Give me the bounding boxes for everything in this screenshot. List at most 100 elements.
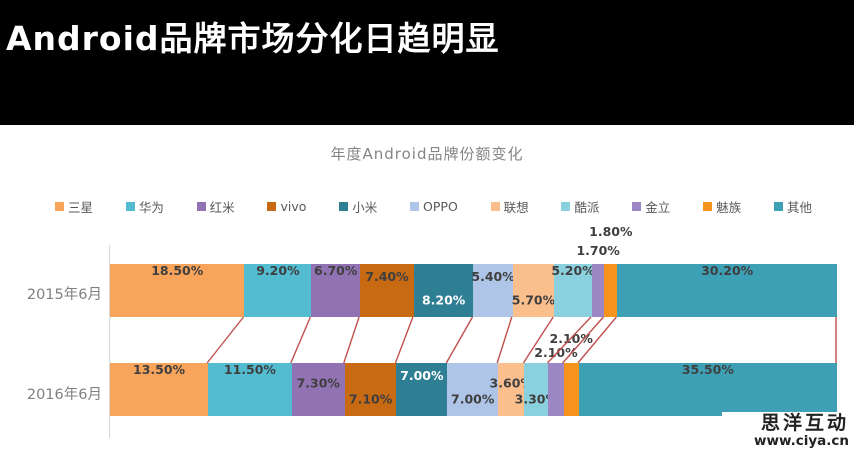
connector-line-联想 xyxy=(522,316,554,364)
legend-swatch xyxy=(267,201,277,211)
bar-segment-魅族-2015年6月: 1.80% xyxy=(589,225,633,317)
segment-value-label: 1.80% xyxy=(589,224,633,239)
legend-label: 其他 xyxy=(786,199,812,215)
legend-label: OPPO xyxy=(423,198,458,214)
bar-segment-华为-2015年6月: 9.20% xyxy=(244,263,312,317)
segment-value-label: 8.20% xyxy=(421,292,466,308)
segment-value-label: 7.40% xyxy=(365,269,409,284)
bar-segment-OPPO-2015年6月: 5.40% xyxy=(471,264,515,317)
legend-swatch xyxy=(55,201,64,211)
legend-swatch xyxy=(703,201,713,211)
segment-value-label: 11.50% xyxy=(223,362,276,377)
connector-line-金立 xyxy=(562,316,604,364)
connector-line-红米 xyxy=(343,316,360,364)
legend-label: 酷派 xyxy=(574,199,600,215)
connector-line-三星 xyxy=(206,316,245,364)
bar-segment-三星-2016年6月: 13.50% xyxy=(110,362,209,416)
legend-item-红米: 红米 xyxy=(196,197,235,216)
segment-value-label: 18.50% xyxy=(151,263,204,278)
category-label-2016: 2016年6月 xyxy=(26,387,102,403)
segment-value-label: 9.20% xyxy=(256,263,300,278)
legend-item-其他: 其他 xyxy=(773,197,812,216)
legend-item-vivo: vivo xyxy=(267,199,306,214)
stacked-bar-2016: 13.50% 11.50% 7.30% 7.10% 7.00% 7.00% 3.60% 3.3… xyxy=(110,332,837,416)
bar-segment-金立-2016年6月: 2.10% xyxy=(534,346,578,416)
chart-title: 年度Android品牌份额变化 xyxy=(330,145,524,163)
legend-label: 金立 xyxy=(645,199,671,215)
stacked-bar-2015: 18.50% 9.20% 6.70% 7.40% 8.20% 5.40% 5.70% 5.20… xyxy=(110,225,837,317)
segment-value-label: 7.00% xyxy=(400,368,444,383)
legend-item-金立: 金立 xyxy=(632,197,670,216)
legend-label: vivo xyxy=(280,198,307,214)
bar-segment-小米-2016年6月: 7.00% xyxy=(396,363,448,416)
legend-label: 魅族 xyxy=(716,199,742,215)
connector-line-酷派 xyxy=(546,316,592,364)
legend-swatch xyxy=(339,201,349,211)
segment-value-label: 3.30% xyxy=(514,391,558,407)
legend-label: 小米 xyxy=(352,199,378,215)
legend-item-三星: 三星 xyxy=(55,197,93,216)
bar-segment-联想-2016年6月: 3.60% xyxy=(490,363,533,416)
bar-segment-小米-2015年6月: 8.20% xyxy=(413,264,474,317)
bar-segment-其他-2016年6月: 35.50% xyxy=(578,362,837,416)
bar-segment-三星-2015年6月: 18.50% xyxy=(110,263,245,317)
bar-segment-联想-2015年6月: 5.70% xyxy=(511,264,556,317)
bar-segment-红米-2016年6月: 7.30% xyxy=(291,363,345,416)
bar-segment-其他-2015年6月: 30.20% xyxy=(617,264,837,317)
legend-label: 红米 xyxy=(209,199,235,215)
connector-line-vivo xyxy=(394,316,414,364)
segment-value-label: 5.70% xyxy=(511,292,556,308)
legend-label: 联想 xyxy=(503,199,529,215)
segment-value-label: 30.20% xyxy=(701,263,754,278)
legend-swatch xyxy=(196,201,206,211)
segment-value-label: 13.50% xyxy=(133,362,186,377)
segment-value-label: 35.50% xyxy=(681,362,734,377)
segment-value-label: 1.70% xyxy=(576,243,620,258)
segment-value-label: 7.30% xyxy=(296,375,340,391)
segment-value-label: 5.20% xyxy=(551,263,595,278)
y-axis-line xyxy=(109,245,110,438)
legend-item-联想: 联想 xyxy=(490,197,529,216)
legend-swatch xyxy=(632,201,642,211)
segment-value-label: 5.40% xyxy=(471,269,515,284)
segment-value-label: 7.00% xyxy=(451,391,495,407)
segment-value-label: 2.10% xyxy=(534,345,578,360)
legend-swatch xyxy=(125,201,135,211)
connector-line-OPPO xyxy=(496,316,513,364)
segment-value-label: 3.60% xyxy=(489,375,533,391)
bar-segment-酷派-2015年6月: 5.20% xyxy=(551,263,595,317)
bar-segment-魅族-2016年6月: 2.10% xyxy=(550,332,593,416)
legend-item-华为: 华为 xyxy=(125,197,164,216)
legend-swatch xyxy=(490,201,500,211)
page-title: Android品牌市场分化日趋明显 xyxy=(6,19,500,58)
bar-segment-金立-2015年6月: 1.70% xyxy=(576,244,620,317)
watermark-url: www.ciya.cn xyxy=(754,433,849,449)
legend-label: 三星 xyxy=(68,199,94,215)
legend-swatch xyxy=(773,201,783,211)
connector-lines xyxy=(206,316,837,364)
connector-line-魅族 xyxy=(577,316,617,364)
watermark-title: 思洋互动 xyxy=(760,412,849,434)
bar-segment-华为-2016年6月: 11.50% xyxy=(208,363,292,416)
header-banner: Android品牌市场分化日趋明显 xyxy=(0,0,854,125)
bar-segment-酷派-2016年6月: 3.30% xyxy=(515,363,558,416)
legend-item-小米: 小米 xyxy=(339,197,377,216)
bar-segment-vivo-2015年6月: 7.40% xyxy=(360,264,414,317)
legend-swatch xyxy=(410,201,420,211)
bar-segment-OPPO-2016年6月: 7.00% xyxy=(447,363,499,416)
legend-item-酷派: 酷派 xyxy=(561,197,599,216)
bar-segment-红米-2015年6月: 6.70% xyxy=(311,263,361,317)
legend-item-OPPO: OPPO xyxy=(410,199,458,214)
legend-item-魅族: 魅族 xyxy=(703,197,741,216)
segment-value-label: 7.10% xyxy=(348,391,393,407)
category-label-2015: 2015年6月 xyxy=(26,287,102,303)
watermark: 思洋互动 www.ciya.cn xyxy=(722,412,854,456)
legend-swatch xyxy=(561,201,571,211)
legend-label: 华为 xyxy=(138,199,164,215)
connector-line-华为 xyxy=(290,316,312,364)
connector-line-小米 xyxy=(445,316,474,364)
segment-value-label: 6.70% xyxy=(314,263,358,278)
bar-segment-vivo-2016年6月: 7.10% xyxy=(344,363,397,416)
chart-legend: 三星 华为 红米 vivo 小米 OPPO 联想 酷派 金立 魅族 其他 xyxy=(55,197,812,215)
